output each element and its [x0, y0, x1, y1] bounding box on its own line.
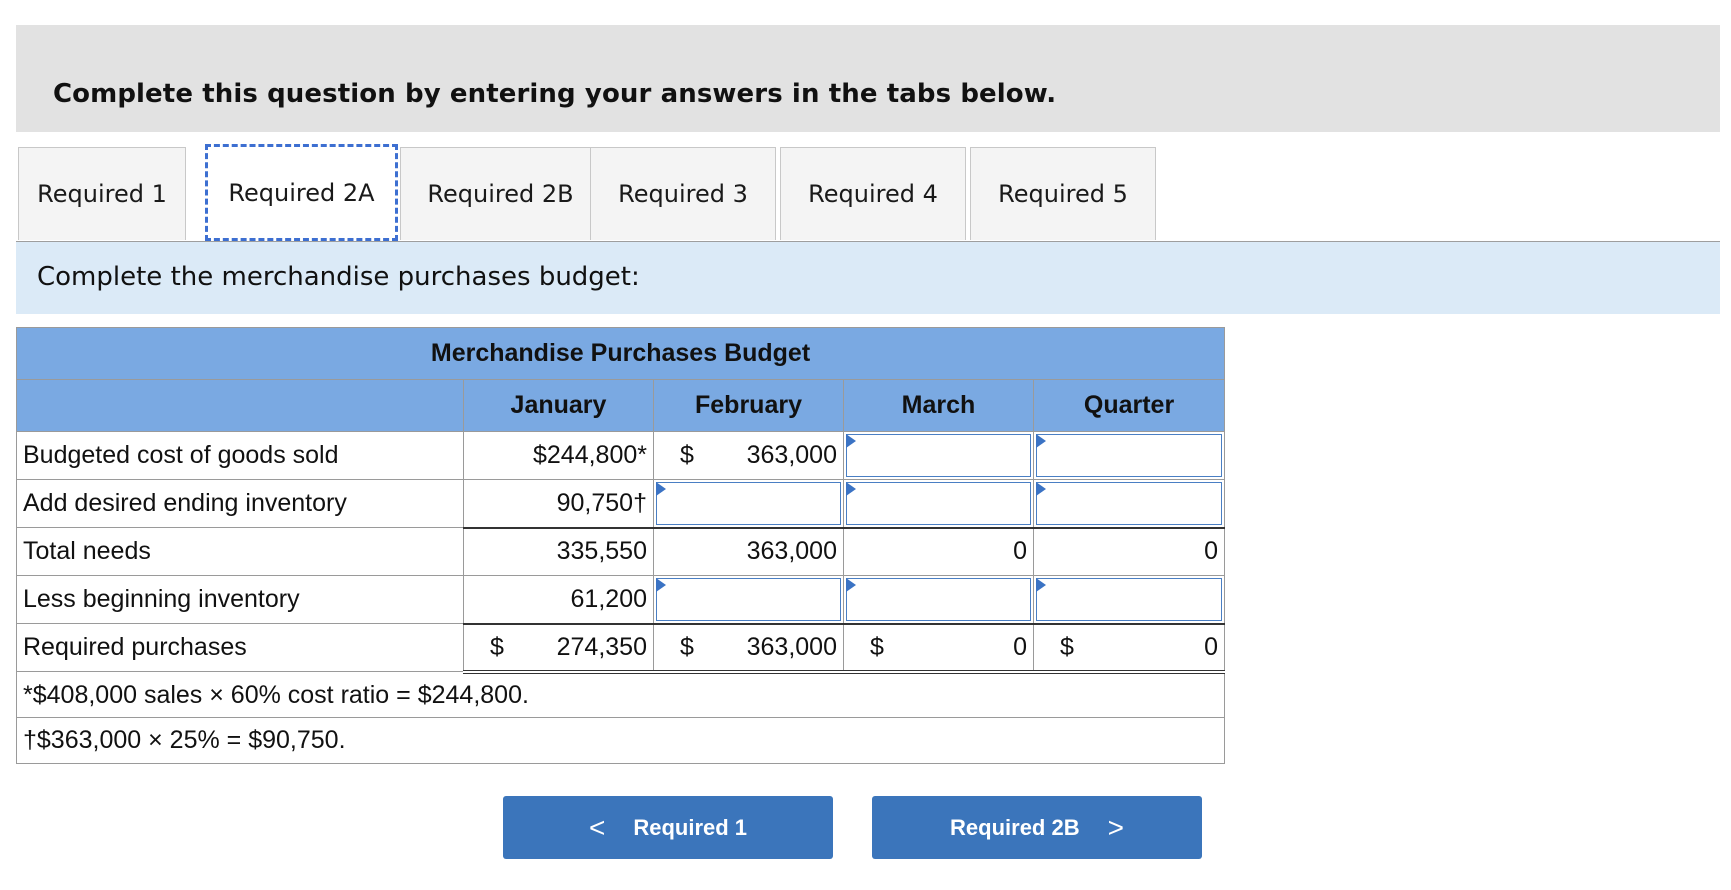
- january-value: 90,750†: [556, 488, 647, 517]
- quarter-input-cell: [1032, 479, 1226, 528]
- row-label: Add desired ending inventory: [16, 479, 464, 528]
- february-value: 363,000: [746, 632, 837, 661]
- table-row: Less beginning inventory 61,200: [16, 575, 1226, 624]
- value-cell: 335,550: [463, 526, 654, 576]
- quarter-ending-inventory-input[interactable]: [1036, 482, 1223, 525]
- january-value: 335,550: [556, 537, 647, 566]
- value-cell: 363,000: [653, 526, 844, 576]
- value-cell: 61,200: [463, 575, 654, 624]
- march-input-cell: [843, 479, 1034, 528]
- next-required-2b-button[interactable]: Required 2B >: [872, 796, 1202, 859]
- value-cell: 0: [843, 526, 1034, 576]
- input-marker-icon: [1036, 578, 1046, 592]
- february-ending-inventory-input[interactable]: [656, 482, 841, 525]
- quarter-input-cell: [1032, 575, 1226, 624]
- january-value: $244,800*: [532, 441, 647, 469]
- footnote-cogs: *$408,000 sales × 60% cost ratio = $244,…: [15, 671, 1226, 718]
- column-header-january: January: [463, 379, 654, 432]
- currency-symbol: $: [870, 632, 884, 661]
- tab-required-2b[interactable]: Required 2B: [400, 147, 601, 240]
- february-beginning-inventory-input[interactable]: [656, 578, 841, 621]
- tab-required-5[interactable]: Required 5: [970, 147, 1156, 240]
- march-value: 0: [1013, 537, 1027, 566]
- header-blank: [16, 379, 464, 432]
- february-input-cell: [653, 479, 844, 528]
- february-value: 363,000: [746, 537, 837, 566]
- input-marker-icon: [846, 578, 856, 592]
- table-row: Required purchases $274,350 $363,000 $0 …: [16, 622, 1226, 674]
- value-cell: $0: [843, 622, 1034, 674]
- instruction-text: Complete this question by entering your …: [53, 79, 1057, 109]
- value-cell: 90,750†: [463, 479, 654, 528]
- tab-required-4[interactable]: Required 4: [780, 147, 966, 240]
- value-cell: $274,350: [463, 622, 654, 674]
- row-label: Less beginning inventory: [16, 575, 464, 624]
- purchases-budget-table: Merchandise Purchases Budget January Feb…: [15, 327, 1226, 764]
- january-value: 274,350: [556, 632, 647, 661]
- january-value: 61,200: [570, 584, 647, 613]
- input-marker-icon: [1036, 434, 1046, 448]
- footnote-row: †$363,000 × 25% = $90,750.: [15, 717, 1226, 764]
- march-cogs-input[interactable]: [846, 434, 1031, 477]
- quarter-beginning-inventory-input[interactable]: [1036, 578, 1223, 621]
- input-marker-icon: [656, 482, 666, 496]
- tab-required-1[interactable]: Required 1: [18, 147, 186, 240]
- value-cell: $363,000: [653, 622, 844, 674]
- march-value: 0: [1013, 632, 1027, 661]
- tab-required-2a[interactable]: Required 2A: [205, 144, 398, 241]
- chevron-right-icon: >: [1107, 811, 1124, 843]
- next-button-label: Required 2B: [950, 814, 1080, 840]
- table-row: Total needs 335,550 363,000 0 0: [16, 526, 1226, 576]
- tab-divider: [16, 241, 1720, 242]
- chevron-left-icon: <: [588, 811, 606, 843]
- row-label: Total needs: [16, 527, 464, 576]
- table-title-row: Merchandise Purchases Budget: [15, 327, 1226, 380]
- prev-required-1-button[interactable]: < Required 1: [503, 796, 833, 859]
- column-header-february: February: [653, 379, 844, 432]
- quarter-value: 0: [1204, 632, 1219, 661]
- input-marker-icon: [846, 434, 856, 448]
- row-label: Required purchases: [16, 623, 464, 672]
- currency-symbol: $: [490, 632, 504, 661]
- march-input-cell: [843, 431, 1034, 480]
- february-value: 363,000: [746, 441, 837, 469]
- currency-symbol: $: [680, 441, 694, 469]
- currency-symbol: $: [1060, 632, 1074, 661]
- row-label: Budgeted cost of goods sold: [16, 431, 464, 480]
- prev-button-label: Required 1: [633, 814, 748, 840]
- value-cell: $0: [1032, 622, 1226, 674]
- prompt-text: Complete the merchandise purchases budge…: [37, 262, 640, 292]
- tab-required-3[interactable]: Required 3: [590, 147, 776, 240]
- prompt-strip: Complete the merchandise purchases budge…: [16, 242, 1720, 314]
- currency-symbol: $: [680, 632, 694, 661]
- column-header-quarter: Quarter: [1032, 379, 1226, 432]
- table-row: Add desired ending inventory 90,750†: [16, 479, 1226, 528]
- table-title: Merchandise Purchases Budget: [15, 327, 1226, 380]
- march-ending-inventory-input[interactable]: [846, 482, 1031, 525]
- value-cell: $244,800*: [463, 431, 654, 480]
- march-beginning-inventory-input[interactable]: [846, 578, 1031, 621]
- table-header-row: January February March Quarter: [16, 379, 1226, 432]
- input-marker-icon: [656, 578, 666, 592]
- quarter-input-cell: [1032, 431, 1226, 480]
- value-cell: 0: [1032, 526, 1226, 576]
- february-input-cell: [653, 575, 844, 624]
- input-marker-icon: [846, 482, 856, 496]
- quarter-value: 0: [1204, 537, 1219, 566]
- input-marker-icon: [1036, 482, 1046, 496]
- value-cell: $363,000: [653, 431, 844, 480]
- quarter-cogs-input[interactable]: [1036, 434, 1223, 477]
- march-input-cell: [843, 575, 1034, 624]
- instruction-banner: Complete this question by entering your …: [16, 25, 1720, 132]
- column-header-march: March: [843, 379, 1034, 432]
- table-row: Budgeted cost of goods sold $244,800* $3…: [16, 431, 1226, 480]
- footnote-row: *$408,000 sales × 60% cost ratio = $244,…: [15, 671, 1226, 718]
- footnote-ending-inventory: †$363,000 × 25% = $90,750.: [15, 717, 1226, 764]
